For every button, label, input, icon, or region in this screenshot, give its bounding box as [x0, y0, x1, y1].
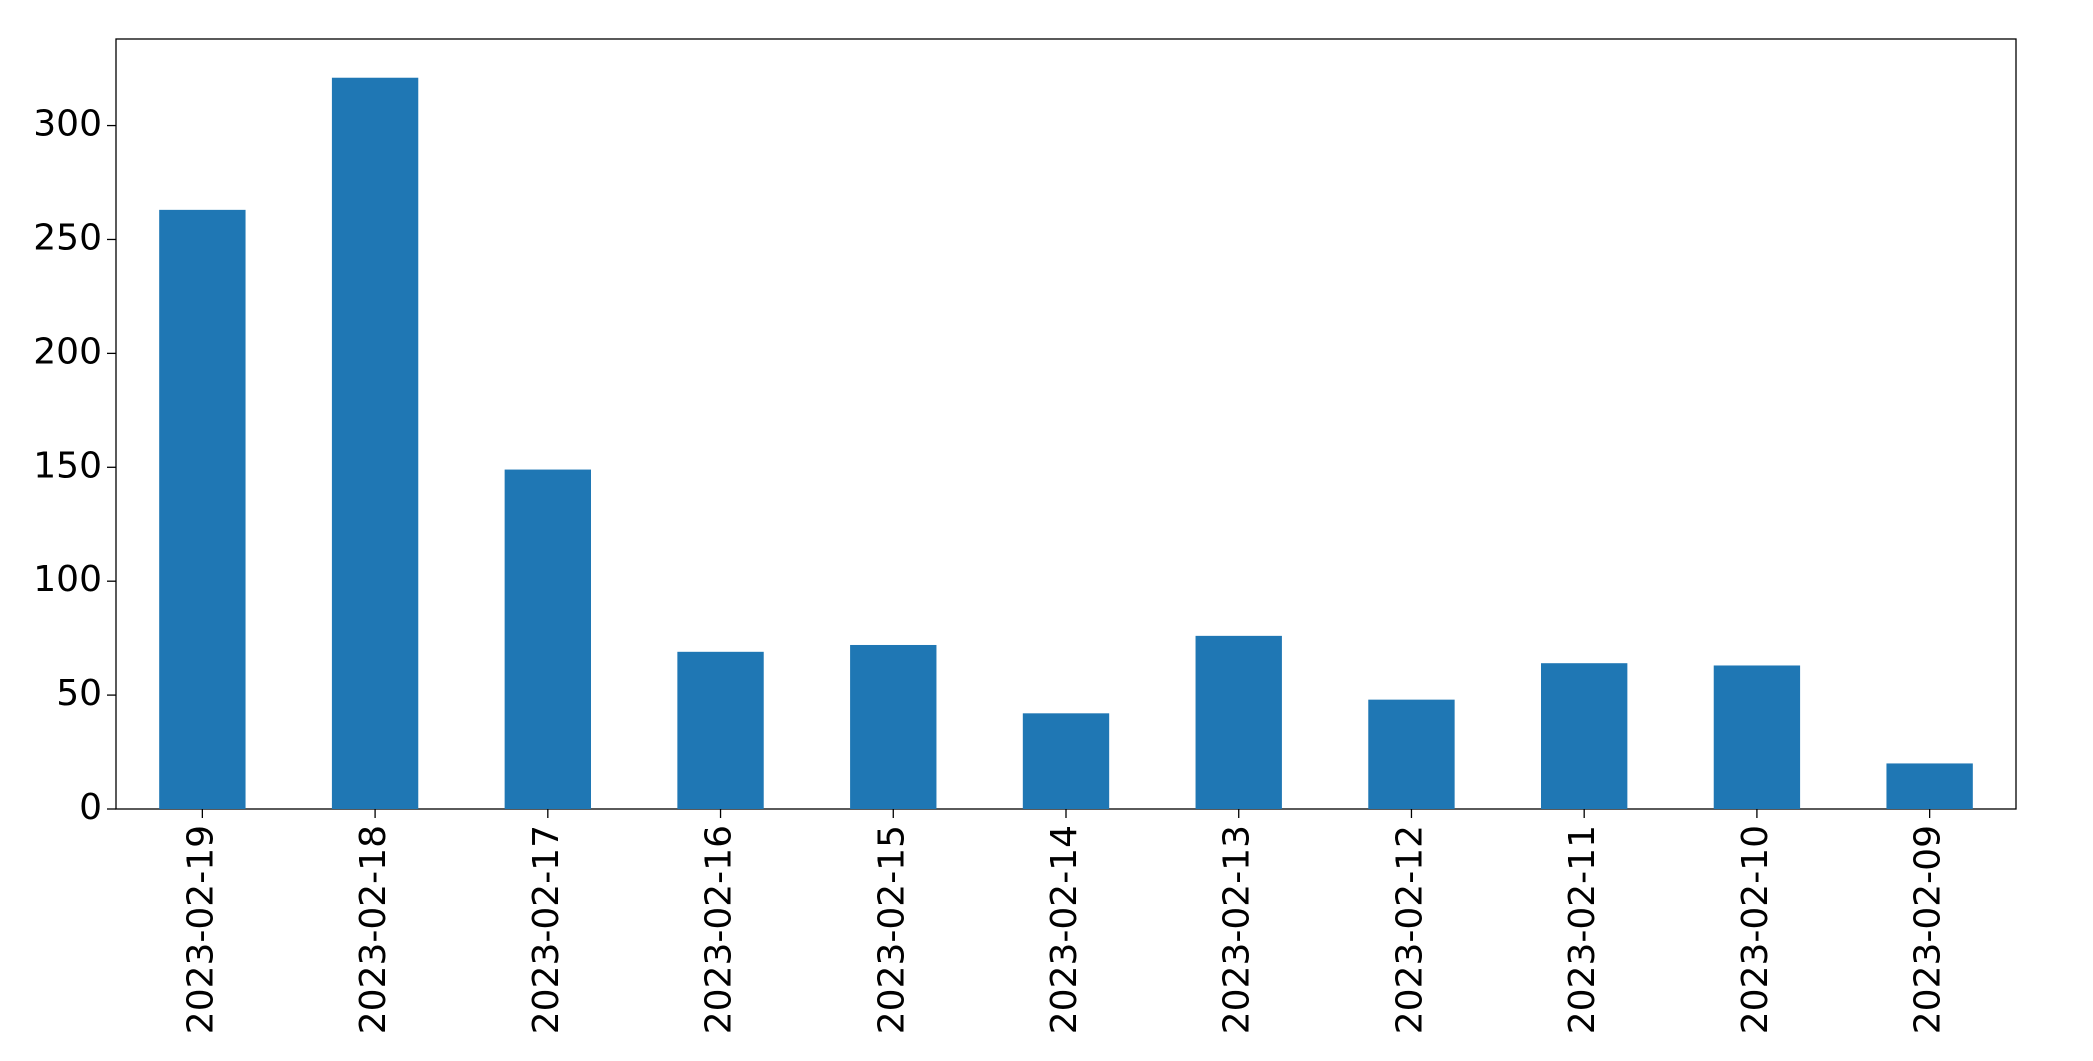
x-tick-label: 2023-02-18	[353, 825, 394, 1034]
x-tick-label: 2023-02-10	[1735, 825, 1776, 1034]
bar	[1713, 665, 1801, 809]
x-tick-label: 2023-02-11	[1562, 825, 1603, 1034]
y-tick-label: 50	[56, 673, 102, 714]
bar	[159, 209, 246, 810]
x-tick-label: 2023-02-16	[699, 825, 740, 1034]
x-tick-label: 2023-02-12	[1389, 825, 1430, 1034]
x-tick-label: 2023-02-15	[871, 825, 912, 1034]
x-tick-label: 2023-02-17	[526, 825, 567, 1034]
bar	[1195, 635, 1282, 809]
bar	[331, 77, 419, 810]
x-tick-label: 2023-02-13	[1217, 825, 1258, 1034]
y-tick-label: 300	[33, 104, 102, 145]
bar	[1541, 663, 1628, 809]
y-tick-label: 150	[33, 445, 102, 486]
x-tick-label: 2023-02-14	[1044, 825, 1085, 1034]
y-tick-label: 250	[33, 217, 102, 258]
y-tick-label: 100	[33, 559, 102, 600]
bar	[1886, 763, 1973, 809]
bar	[1368, 699, 1455, 809]
y-tick-label: 0	[79, 787, 102, 828]
y-tick-label: 200	[33, 331, 102, 372]
x-tick-label: 2023-02-09	[1908, 825, 1949, 1034]
bar	[504, 469, 591, 809]
bar	[1022, 713, 1110, 809]
x-tick-label: 2023-02-19	[180, 825, 221, 1034]
bar	[677, 651, 764, 809]
bar	[850, 644, 937, 809]
